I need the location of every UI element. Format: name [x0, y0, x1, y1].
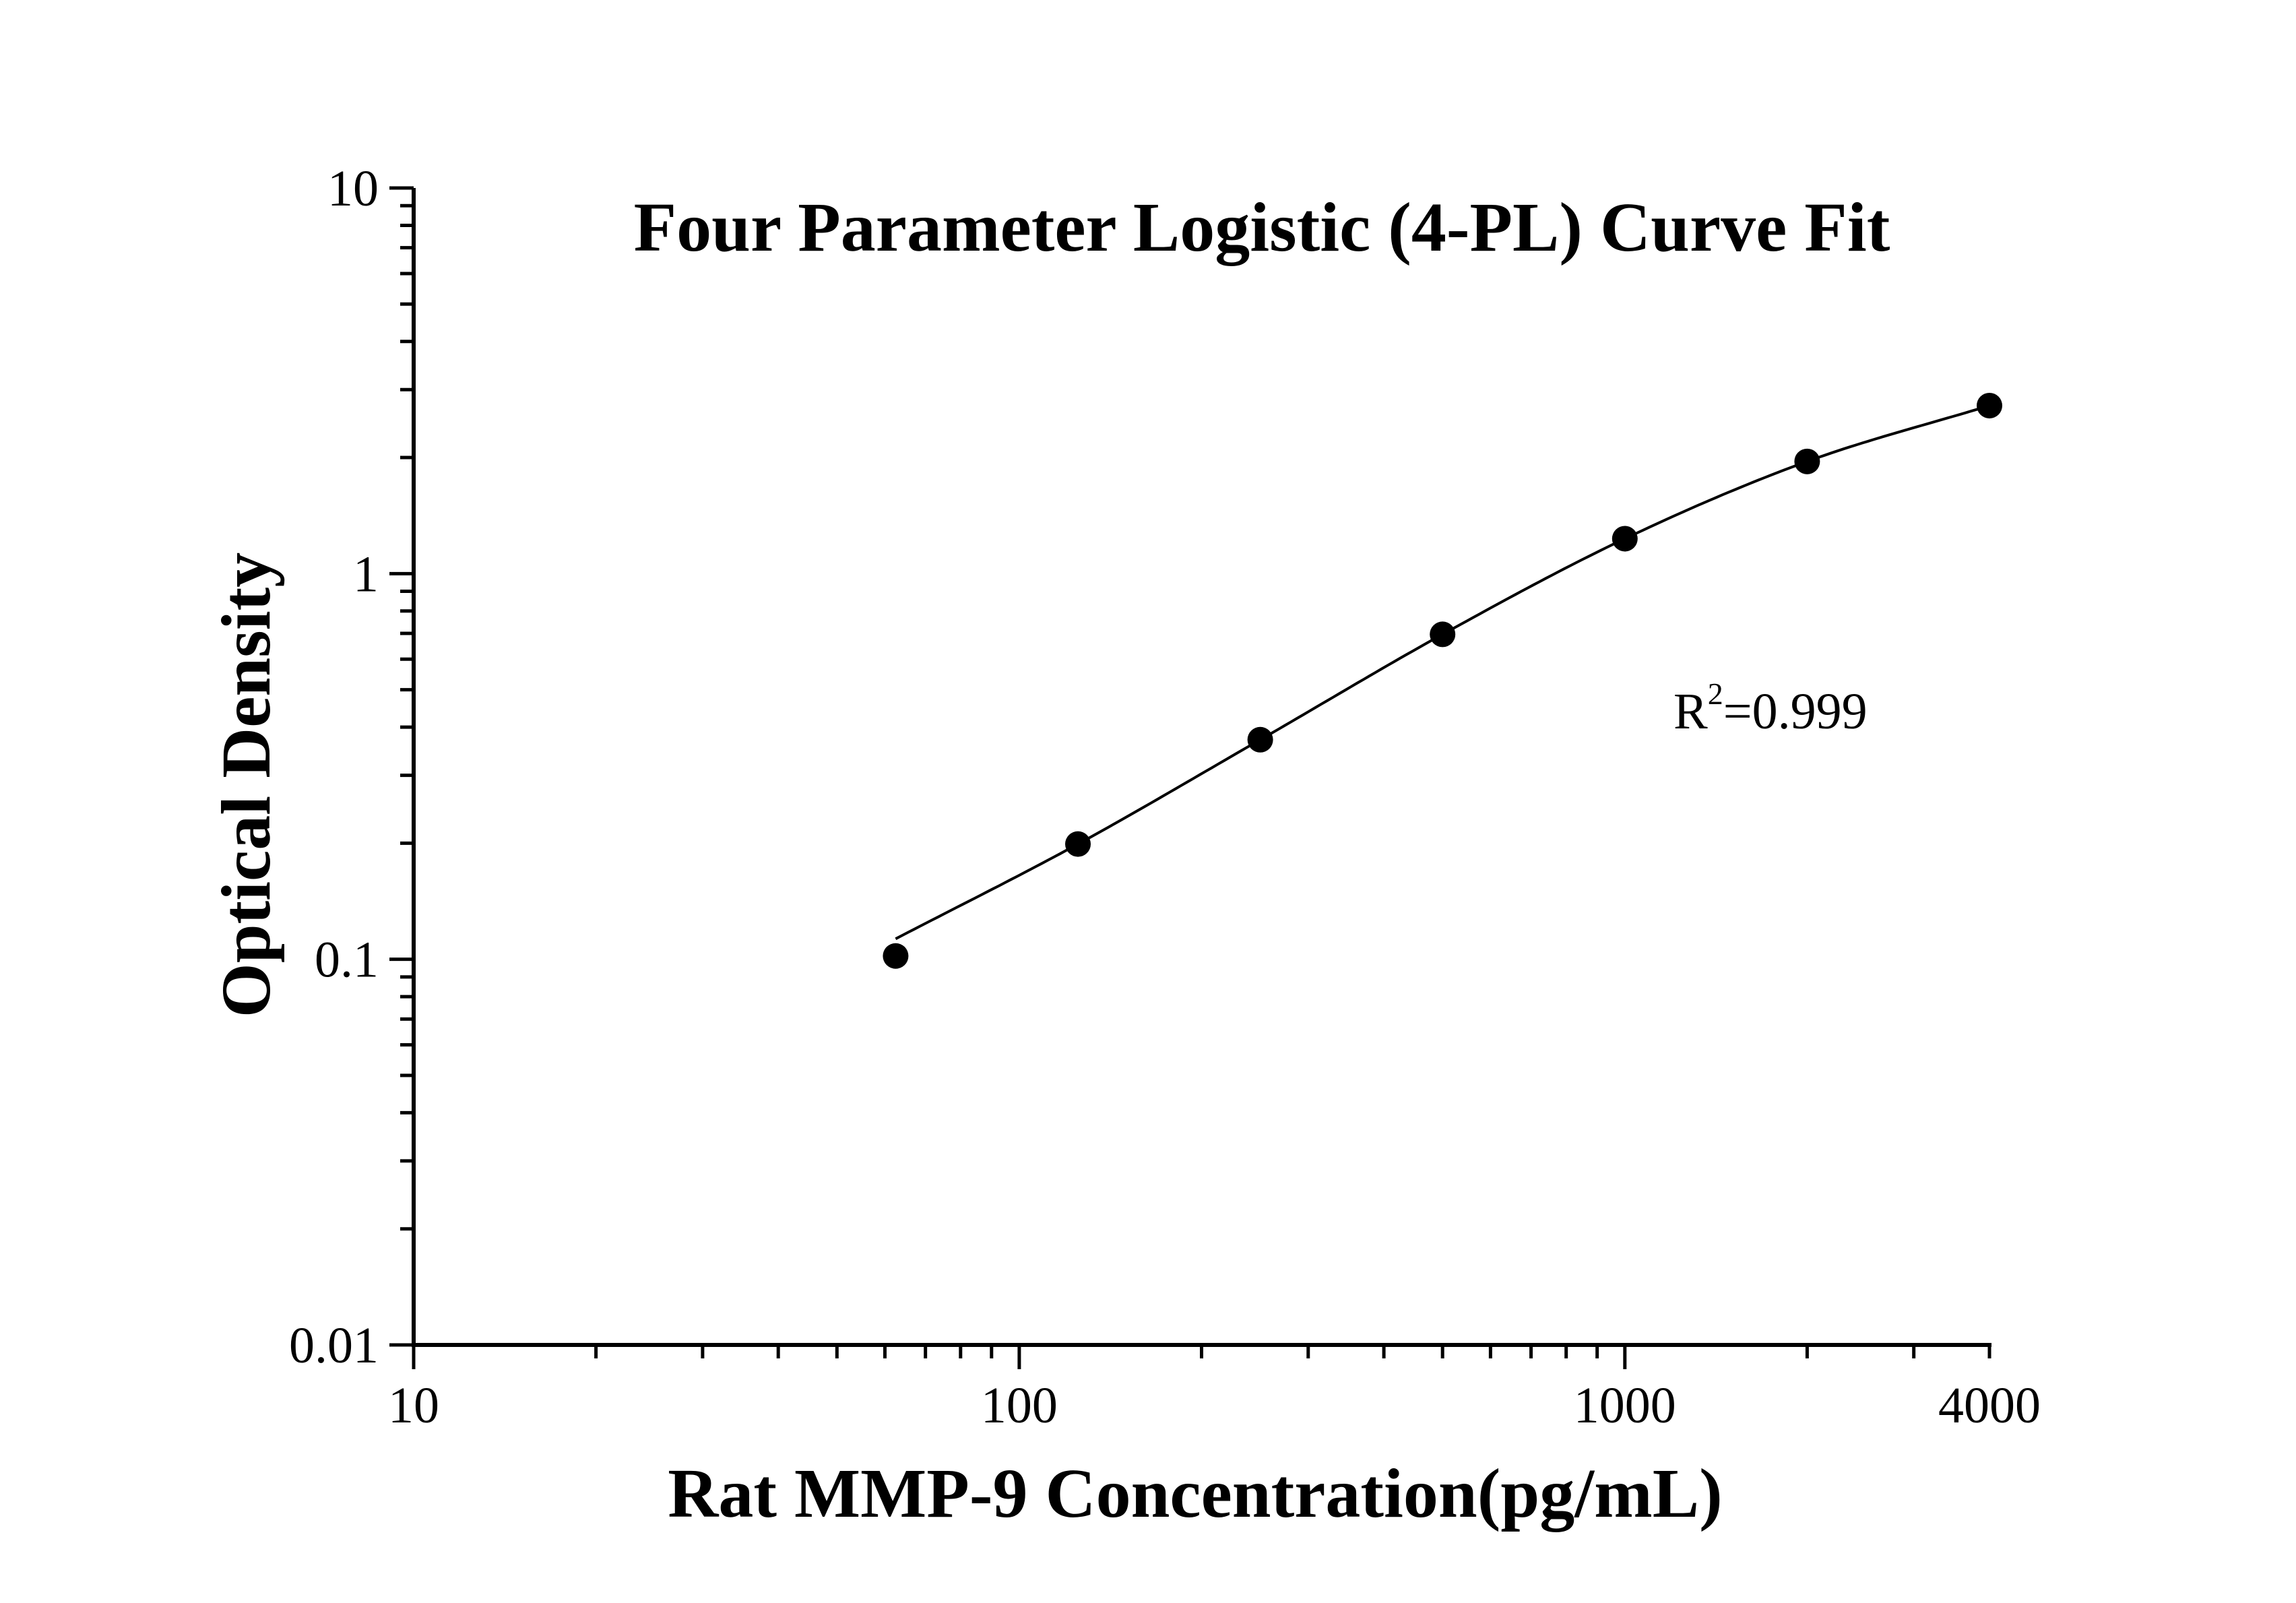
- x-tick-label: 10: [388, 1377, 439, 1434]
- y-tick-label: 0.01: [289, 1317, 379, 1374]
- data-point: [1247, 726, 1273, 753]
- data-point: [1612, 526, 1638, 552]
- data-point: [1430, 621, 1456, 648]
- data-point: [1065, 831, 1091, 857]
- y-axis-title: Optical Density: [208, 553, 285, 1017]
- r-superscript: 2: [1708, 677, 1723, 711]
- r-value: =0.999: [1723, 683, 1868, 740]
- tick-labels: 10 100 1000 4000 0.01 0.1 1 10: [289, 160, 2041, 1434]
- y-tick-label: 10: [327, 160, 379, 217]
- data-points: [883, 392, 2002, 969]
- data-point: [883, 943, 909, 969]
- x-tick-label: 4000: [1938, 1377, 2041, 1434]
- x-tick-label: 1000: [1574, 1377, 1676, 1434]
- data-point: [1977, 392, 2002, 418]
- x-tick-label: 100: [981, 1377, 1058, 1434]
- r-squared-annotation: R2=0.999: [1673, 677, 1868, 740]
- ticks: [389, 186, 1991, 1369]
- r-label: R: [1673, 683, 1708, 740]
- chart-title: Four Parameter Logistic (4-PL) Curve Fit: [634, 189, 1890, 266]
- x-axis-title: Rat MMP-9 Concentration(pg/mL): [668, 1455, 1722, 1532]
- data-point: [1794, 448, 1820, 474]
- y-tick-label: 1: [353, 546, 379, 602]
- axes: [412, 188, 1991, 1347]
- fit-curve: [895, 404, 1990, 941]
- y-tick-label: 0.1: [315, 932, 379, 988]
